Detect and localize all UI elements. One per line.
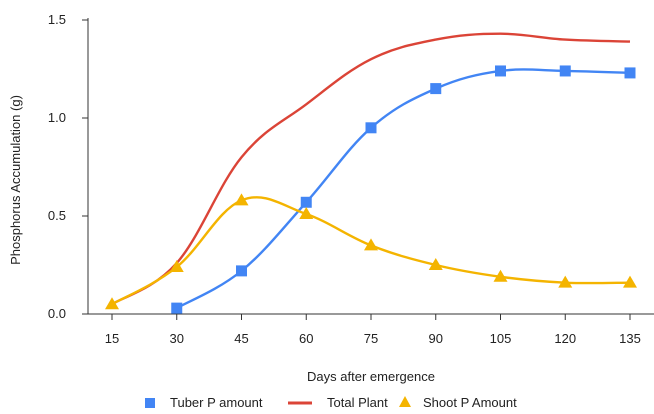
data-point-square <box>236 265 247 277</box>
x-tick-label: 75 <box>364 331 378 346</box>
series-total-plant <box>111 32 631 306</box>
legend-item: Shoot P Amount <box>399 395 517 410</box>
legend-item: Total Plant <box>288 395 388 410</box>
series-line <box>111 196 631 306</box>
x-tick-label: 30 <box>170 331 184 346</box>
y-tick-label: 0.5 <box>48 208 66 223</box>
data-point-triangle <box>364 238 378 251</box>
legend-label: Tuber P amount <box>170 395 263 410</box>
data-point-square <box>430 83 442 95</box>
series-line <box>176 68 631 310</box>
data-point-square <box>300 196 312 208</box>
data-point-triangle <box>428 258 443 270</box>
series-tuber-p-amount <box>171 65 636 314</box>
x-tick-label: 90 <box>429 331 443 346</box>
data-point-triangle <box>105 297 119 310</box>
data-point-square <box>624 67 636 79</box>
series-shoot-p-amount <box>105 193 637 310</box>
x-tick-label: 135 <box>619 331 641 346</box>
data-point-triangle <box>623 275 637 288</box>
y-axis: 0.0 0.5 1.0 1.5 <box>48 12 89 321</box>
data-point-square <box>495 65 506 77</box>
y-tick-label: 0.0 <box>48 306 66 321</box>
y-tick-label: 1.5 <box>48 12 66 27</box>
x-tick-label: 120 <box>554 331 576 346</box>
x-axis: 15 30 45 60 75 90 105 120 135 <box>88 313 654 346</box>
data-point-triangle <box>234 193 249 206</box>
legend-label: Total Plant <box>327 395 388 410</box>
data-point-triangle <box>169 259 184 272</box>
data-point-triangle <box>493 269 508 282</box>
data-point-square <box>171 302 183 314</box>
legend-swatch-square <box>145 398 155 408</box>
legend-label: Shoot P Amount <box>423 395 517 410</box>
y-tick-label: 1.0 <box>48 110 66 125</box>
series-line <box>111 32 631 306</box>
legend-swatch-triangle <box>399 396 411 407</box>
x-tick-label: 60 <box>299 331 313 346</box>
data-point-triangle <box>299 207 314 220</box>
series-layer <box>105 32 637 314</box>
x-tick-label: 45 <box>234 331 248 346</box>
legend: Tuber P amount Total Plant Shoot P Amount <box>145 395 517 410</box>
x-tick-label: 15 <box>105 331 119 346</box>
data-point-triangle <box>558 275 573 288</box>
x-tick-label: 105 <box>490 331 512 346</box>
y-axis-title: Phosphorus Accumulation (g) <box>8 95 23 265</box>
data-point-square <box>559 65 571 77</box>
data-point-square <box>365 122 377 134</box>
legend-item: Tuber P amount <box>145 395 263 410</box>
x-axis-title: Days after emergence <box>307 369 435 384</box>
